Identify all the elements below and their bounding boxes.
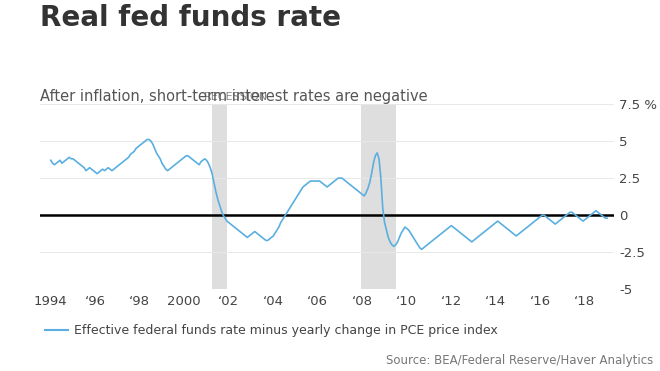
Bar [212,104,227,289]
Text: After inflation, short-term interest rates are negative: After inflation, short-term interest rat… [40,89,427,104]
Bar [360,104,396,289]
Text: Real fed funds rate: Real fed funds rate [40,4,341,32]
Text: Source: BEA/Federal Reserve/Haver Analytics: Source: BEA/Federal Reserve/Haver Analyt… [386,354,653,367]
Legend: Effective federal funds rate minus yearly change in PCE price index: Effective federal funds rate minus yearl… [40,319,503,342]
Text: RECESSION: RECESSION [203,92,267,102]
